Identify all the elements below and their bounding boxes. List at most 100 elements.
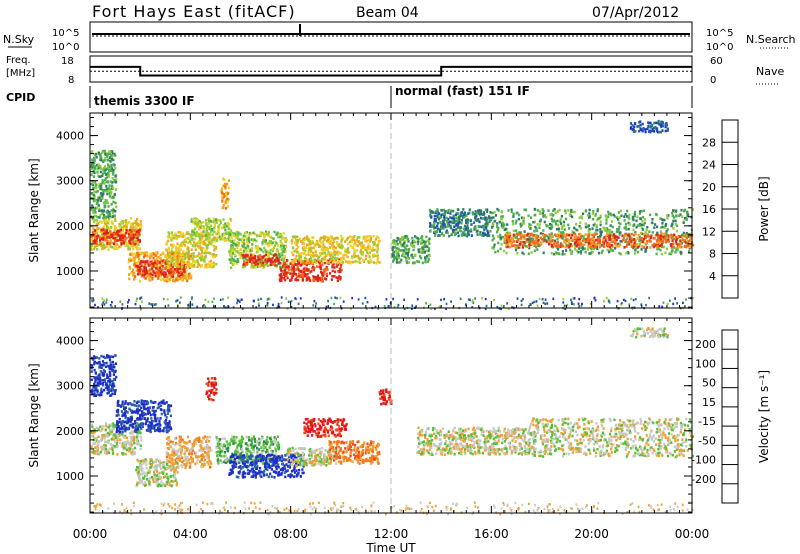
data-cell (657, 241, 660, 244)
data-cell (124, 220, 127, 223)
data-cell (556, 210, 559, 213)
data-cell (139, 251, 142, 255)
data-cell (205, 244, 208, 247)
data-cell (333, 266, 336, 269)
data-cell (329, 260, 332, 264)
data-cell (94, 181, 97, 184)
data-cell (253, 232, 256, 236)
data-cell (101, 221, 104, 224)
data-cell (364, 257, 367, 261)
data-cell (133, 252, 136, 255)
data-cell (155, 258, 158, 261)
data-cell (351, 246, 354, 249)
data-cell (312, 268, 315, 272)
data-cell (108, 227, 111, 231)
data-cell (108, 152, 111, 155)
data-cell (175, 277, 178, 280)
data-cell (561, 252, 564, 256)
data-cell (313, 244, 316, 248)
data-cell (333, 237, 336, 240)
data-cell (290, 251, 294, 254)
data-cell (568, 239, 571, 242)
data-cell (108, 150, 111, 154)
data-cell (266, 232, 269, 236)
data-cell (339, 277, 342, 281)
data-cell (198, 252, 201, 255)
data-cell (125, 229, 128, 232)
data-cell (646, 226, 649, 229)
data-cell (406, 261, 409, 265)
data-cell (175, 245, 178, 249)
data-cell (106, 187, 109, 191)
data-cell (166, 266, 170, 269)
data-cell (319, 254, 322, 257)
data-cell (90, 165, 93, 168)
data-region (90, 422, 143, 456)
data-cell (297, 302, 300, 305)
data-cell (561, 233, 564, 236)
data-cell (476, 218, 479, 222)
data-cell (402, 252, 405, 255)
data-cell (478, 220, 481, 224)
data-cell (93, 209, 96, 212)
data-cell (351, 260, 354, 264)
data-cell (402, 235, 405, 239)
data-cell (168, 232, 171, 236)
data-cell (205, 251, 208, 255)
data-cell (166, 255, 169, 259)
data-region (241, 253, 280, 267)
data-cell (611, 233, 614, 237)
data-cell (101, 303, 104, 306)
data-cell (123, 452, 126, 455)
data-cell (196, 260, 199, 263)
data-cell (530, 242, 533, 246)
data-cell (548, 239, 551, 242)
data-cell (101, 151, 104, 155)
data-cell (471, 300, 474, 304)
data-cell (279, 235, 282, 239)
data-cell (298, 252, 301, 256)
data-cell (182, 274, 185, 277)
data-cell (90, 182, 93, 186)
data-cell (268, 259, 271, 262)
data-cell (157, 273, 160, 277)
data-cell (165, 254, 168, 257)
data-cell (618, 251, 621, 255)
data-cell (644, 247, 647, 251)
data-cell (293, 270, 296, 274)
data-cell (301, 278, 304, 282)
data-cell (396, 236, 399, 240)
data-cell (528, 237, 531, 240)
data-cell (546, 224, 549, 228)
data-cell (172, 258, 175, 262)
data-cell (208, 226, 211, 229)
data-cell (446, 222, 449, 226)
data-cell (214, 240, 217, 243)
data-cell (194, 222, 197, 226)
data-cell (610, 238, 613, 241)
data-cell (333, 256, 337, 260)
data-cell (586, 248, 589, 251)
data-cell (683, 208, 687, 212)
data-cell (259, 233, 262, 236)
data-cell (474, 227, 477, 230)
data-cell (602, 243, 606, 247)
data-cell (662, 236, 665, 239)
data-cell (99, 170, 102, 174)
data-cell (591, 212, 594, 215)
data-cell (576, 249, 579, 253)
data-cell (255, 247, 258, 250)
data-cell (126, 243, 130, 246)
data-cell (462, 227, 465, 231)
data-cell (128, 233, 131, 236)
data-cell (553, 208, 556, 211)
data-cell (183, 254, 186, 258)
data-cell (269, 263, 272, 266)
data-cell (512, 233, 515, 237)
data-cell (268, 257, 271, 261)
data-cell (153, 271, 156, 275)
data-cell (284, 278, 287, 282)
data-cell (539, 212, 542, 216)
data-cell (191, 264, 195, 268)
data-cell (358, 241, 361, 244)
